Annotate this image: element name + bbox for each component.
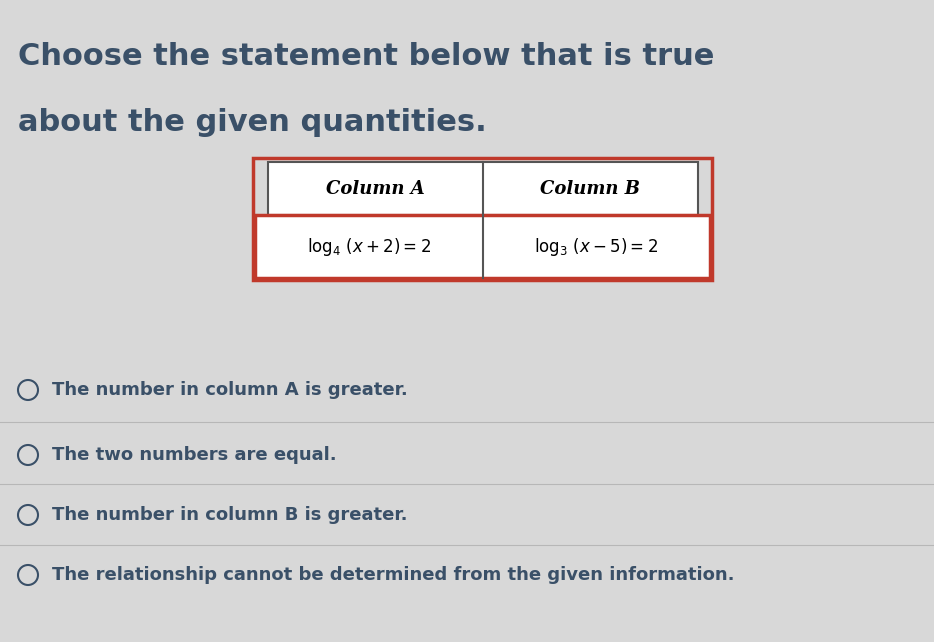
Text: $\log_4\,(x + 2) = 2$: $\log_4\,(x + 2) = 2$ <box>306 236 431 257</box>
Bar <box>253 158 712 280</box>
Text: The relationship cannot be determined from the given information.: The relationship cannot be determined fr… <box>52 566 734 584</box>
Text: Column A: Column A <box>326 180 425 198</box>
Text: Choose the statement below that is true: Choose the statement below that is true <box>18 42 715 71</box>
Bar <box>268 162 698 215</box>
Text: Column B: Column B <box>541 180 641 198</box>
Text: $\log_3\,(x - 5) = 2$: $\log_3\,(x - 5) = 2$ <box>534 236 658 257</box>
Text: The number in column A is greater.: The number in column A is greater. <box>52 381 408 399</box>
Bar <box>255 215 710 278</box>
Text: The two numbers are equal.: The two numbers are equal. <box>52 446 336 464</box>
Text: The number in column B is greater.: The number in column B is greater. <box>52 506 407 524</box>
Text: about the given quantities.: about the given quantities. <box>18 108 487 137</box>
